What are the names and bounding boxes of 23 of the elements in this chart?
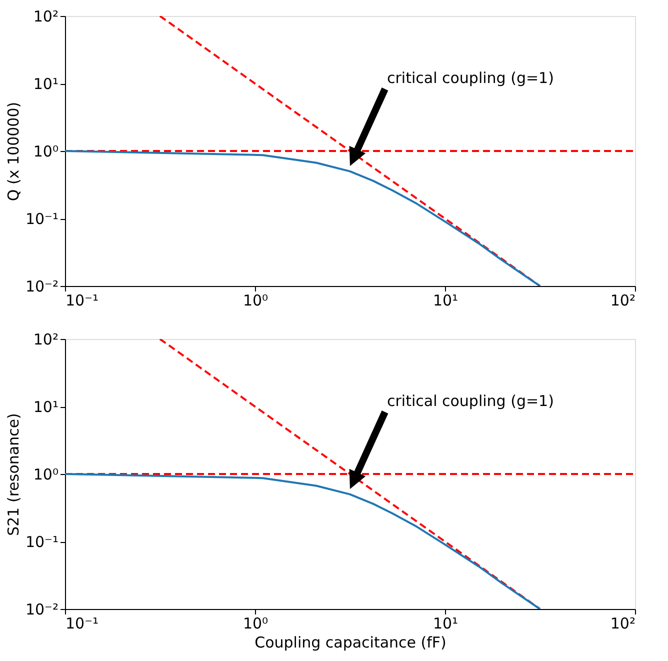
y-tick-label: 10²	[33, 8, 58, 26]
x-tick-label: 10⁻¹	[66, 292, 99, 310]
y-tick-label: 10⁻¹	[25, 210, 58, 228]
x-tick-label: 10⁻¹	[66, 614, 99, 632]
y-tick-label: 10⁻¹	[25, 533, 58, 551]
x-tick-label: 10²	[610, 614, 636, 632]
y-tick-label: 10⁻²	[25, 278, 58, 296]
annotation: critical coupling (g=1)	[387, 69, 554, 87]
x-tick-label: 10⁰	[242, 292, 268, 310]
x-axis-title: Coupling capacitance (fF)	[254, 634, 446, 652]
x-tick-label: 10¹	[432, 614, 458, 632]
y-axis-title: Q (x 100000)	[4, 102, 22, 202]
y-tick-label: 10⁰	[33, 142, 58, 160]
x-tick-label: 10⁰	[242, 614, 268, 632]
y-tick-label: 10⁰	[33, 466, 58, 484]
y-tick-label: 10⁻²	[25, 600, 58, 618]
y-tick-label: 10¹	[33, 398, 58, 416]
y-tick-label: 10²	[33, 330, 58, 348]
annotation: critical coupling (g=1)	[387, 392, 554, 410]
x-tick-label: 10²	[610, 292, 636, 310]
x-tick-label: 10¹	[432, 292, 458, 310]
y-tick-label: 10¹	[33, 75, 58, 93]
y-axis-title: S21 (resonance)	[4, 413, 22, 536]
